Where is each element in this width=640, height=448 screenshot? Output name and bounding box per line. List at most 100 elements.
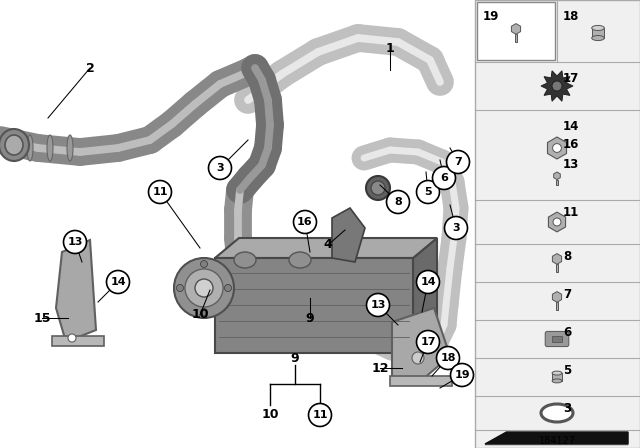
Bar bbox=[215, 258, 413, 353]
Bar bbox=[556, 302, 558, 310]
Bar bbox=[592, 28, 604, 38]
Polygon shape bbox=[541, 71, 573, 101]
Circle shape bbox=[174, 258, 234, 318]
Text: 9: 9 bbox=[306, 311, 314, 324]
Circle shape bbox=[412, 352, 424, 364]
Text: 18: 18 bbox=[563, 10, 579, 23]
Text: 8: 8 bbox=[394, 197, 402, 207]
Text: 13: 13 bbox=[563, 158, 579, 171]
Text: 17: 17 bbox=[420, 337, 436, 347]
Ellipse shape bbox=[289, 252, 311, 268]
Polygon shape bbox=[392, 308, 450, 380]
Ellipse shape bbox=[27, 135, 33, 161]
Ellipse shape bbox=[552, 379, 562, 383]
Text: 184127: 184127 bbox=[538, 436, 575, 446]
Bar bbox=[556, 264, 558, 272]
Bar bbox=[475, 0, 640, 448]
Circle shape bbox=[106, 271, 129, 293]
Polygon shape bbox=[332, 208, 365, 262]
Text: 15: 15 bbox=[33, 311, 51, 324]
Circle shape bbox=[553, 218, 561, 226]
Text: 12: 12 bbox=[371, 362, 388, 375]
Ellipse shape bbox=[67, 135, 73, 161]
Circle shape bbox=[433, 167, 456, 190]
Ellipse shape bbox=[592, 35, 604, 41]
Ellipse shape bbox=[0, 129, 29, 161]
Ellipse shape bbox=[366, 176, 390, 200]
Circle shape bbox=[417, 271, 440, 293]
Circle shape bbox=[552, 81, 562, 91]
Circle shape bbox=[436, 346, 460, 370]
Circle shape bbox=[417, 331, 440, 353]
Polygon shape bbox=[485, 432, 628, 444]
Circle shape bbox=[63, 231, 86, 254]
Text: 19: 19 bbox=[483, 10, 499, 23]
Circle shape bbox=[195, 279, 213, 297]
Text: 3: 3 bbox=[452, 223, 460, 233]
Circle shape bbox=[225, 284, 232, 292]
Ellipse shape bbox=[5, 135, 23, 155]
Text: 9: 9 bbox=[291, 352, 300, 365]
Ellipse shape bbox=[592, 26, 604, 30]
Text: 1: 1 bbox=[386, 42, 394, 55]
FancyBboxPatch shape bbox=[477, 2, 555, 60]
Text: 6: 6 bbox=[440, 173, 448, 183]
Polygon shape bbox=[485, 433, 628, 445]
Text: 16: 16 bbox=[563, 138, 579, 151]
Bar bbox=[52, 336, 104, 346]
Text: 11: 11 bbox=[152, 187, 168, 197]
Text: 8: 8 bbox=[563, 250, 572, 263]
Circle shape bbox=[68, 334, 76, 342]
Circle shape bbox=[294, 211, 317, 233]
Circle shape bbox=[552, 144, 561, 152]
Circle shape bbox=[209, 156, 232, 180]
Text: 3: 3 bbox=[563, 402, 571, 415]
Bar bbox=[556, 180, 558, 185]
Text: 3: 3 bbox=[216, 163, 224, 173]
Polygon shape bbox=[215, 238, 437, 258]
Polygon shape bbox=[548, 212, 566, 232]
Bar bbox=[515, 34, 517, 42]
Text: 19: 19 bbox=[454, 370, 470, 380]
Circle shape bbox=[417, 181, 440, 203]
Bar bbox=[390, 376, 452, 386]
Text: 16: 16 bbox=[297, 217, 313, 227]
Circle shape bbox=[148, 181, 172, 203]
FancyBboxPatch shape bbox=[545, 332, 569, 347]
Circle shape bbox=[200, 309, 207, 315]
Circle shape bbox=[308, 404, 332, 426]
Polygon shape bbox=[547, 137, 566, 159]
Ellipse shape bbox=[371, 181, 385, 195]
Text: 18: 18 bbox=[440, 353, 456, 363]
Circle shape bbox=[445, 216, 467, 240]
Text: 7: 7 bbox=[563, 288, 571, 301]
Circle shape bbox=[447, 151, 470, 173]
Ellipse shape bbox=[541, 404, 573, 422]
Circle shape bbox=[387, 190, 410, 214]
Circle shape bbox=[177, 284, 184, 292]
Text: 10: 10 bbox=[191, 309, 209, 322]
Text: 11: 11 bbox=[312, 410, 328, 420]
Ellipse shape bbox=[552, 371, 562, 375]
Ellipse shape bbox=[47, 135, 53, 161]
Text: 5: 5 bbox=[424, 187, 432, 197]
Polygon shape bbox=[413, 238, 437, 353]
Text: 14: 14 bbox=[110, 277, 126, 287]
Text: 7: 7 bbox=[454, 157, 462, 167]
Text: 14: 14 bbox=[563, 120, 579, 133]
Text: 13: 13 bbox=[67, 237, 83, 247]
Text: 14: 14 bbox=[420, 277, 436, 287]
Polygon shape bbox=[56, 240, 96, 342]
Circle shape bbox=[200, 260, 207, 267]
Text: 17: 17 bbox=[563, 72, 579, 85]
Text: 13: 13 bbox=[371, 300, 386, 310]
Circle shape bbox=[185, 269, 223, 307]
Text: 11: 11 bbox=[563, 206, 579, 219]
Text: 10: 10 bbox=[261, 408, 279, 421]
Text: 5: 5 bbox=[563, 364, 572, 377]
FancyBboxPatch shape bbox=[552, 336, 562, 342]
Text: 6: 6 bbox=[563, 326, 572, 339]
Bar bbox=[552, 373, 562, 381]
Text: 2: 2 bbox=[86, 61, 94, 74]
Ellipse shape bbox=[234, 252, 256, 268]
